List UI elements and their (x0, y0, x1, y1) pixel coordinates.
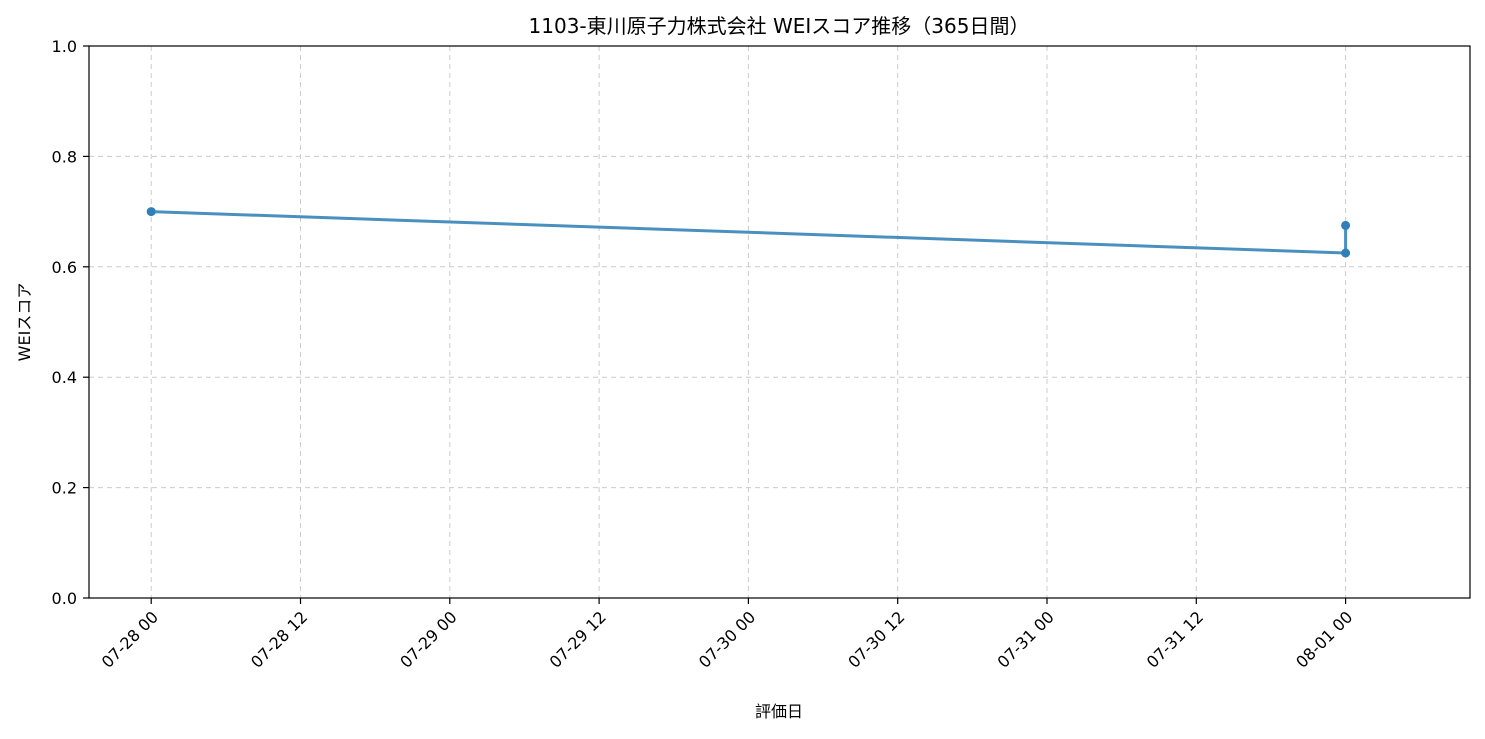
y-tick-label: 0.2 (52, 479, 77, 498)
series-layer (146, 207, 1351, 258)
plot-frame (88, 45, 1471, 599)
data-point (1341, 220, 1351, 230)
y-tick-label: 0.8 (52, 147, 77, 166)
y-tick-label: 0.6 (52, 258, 77, 277)
x-axis-label: 評価日 (755, 702, 803, 721)
data-point (146, 207, 156, 217)
y-tick-label: 0.4 (52, 368, 77, 387)
data-point (1341, 248, 1351, 258)
y-axis-label: WEIスコア (15, 283, 34, 362)
y-tick-label: 1.0 (52, 37, 77, 56)
grid-layer (89, 46, 1470, 598)
chart-title: 1103-東川原子力株式会社 WEIスコア推移（365日間） (529, 14, 1030, 38)
y-tick-label: 0.0 (52, 589, 77, 608)
